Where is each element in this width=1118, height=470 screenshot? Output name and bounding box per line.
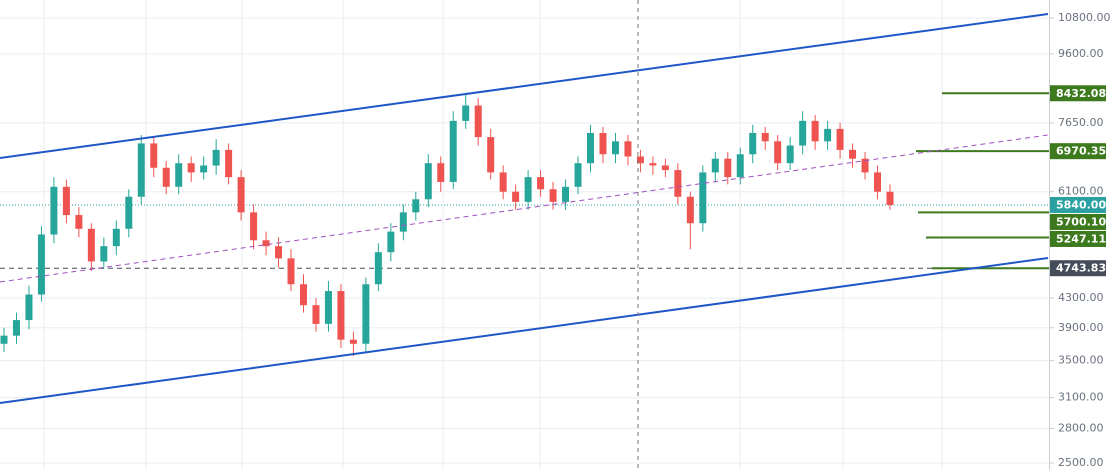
candle-body bbox=[262, 240, 270, 247]
candle-body bbox=[212, 149, 220, 166]
candle-body bbox=[799, 120, 807, 146]
candle-body bbox=[0, 335, 8, 344]
y-tick-label: 4300.00 bbox=[1058, 291, 1104, 304]
candle-body bbox=[162, 167, 170, 187]
candle-body bbox=[524, 177, 532, 202]
candle-body bbox=[225, 149, 233, 178]
candle-body bbox=[287, 258, 295, 285]
candle-body bbox=[62, 186, 70, 216]
candle-body bbox=[312, 305, 320, 324]
y-tick-label: 9600.00 bbox=[1058, 47, 1104, 60]
y-tick-label: 3500.00 bbox=[1058, 354, 1104, 367]
candle-body bbox=[412, 199, 420, 213]
candle-body bbox=[587, 132, 595, 164]
candle-body bbox=[250, 212, 258, 241]
candle-body bbox=[299, 284, 307, 306]
candle-body bbox=[611, 141, 619, 155]
candle-body bbox=[849, 149, 857, 159]
candle-body bbox=[624, 141, 632, 157]
y-tick-label: 3900.00 bbox=[1058, 321, 1104, 334]
candle-body bbox=[786, 145, 794, 164]
candle-body bbox=[686, 196, 694, 224]
level-label-box bbox=[1050, 85, 1106, 102]
y-tick-label: 10800.00 bbox=[1058, 11, 1111, 24]
candle-body bbox=[12, 320, 20, 336]
level-label: 5700.10 bbox=[1056, 215, 1106, 228]
candle-body bbox=[711, 158, 719, 173]
candle-body bbox=[574, 163, 582, 187]
y-tick-label: 6100.00 bbox=[1058, 185, 1104, 198]
y-tick-label: 7650.00 bbox=[1058, 116, 1104, 129]
candle-body bbox=[886, 191, 894, 205]
candle-body bbox=[474, 105, 482, 138]
candle-body bbox=[125, 196, 133, 229]
candle-body bbox=[749, 132, 757, 155]
candle-body bbox=[200, 165, 208, 173]
candle-body bbox=[387, 231, 395, 253]
level-label: 5840.00 bbox=[1056, 198, 1106, 211]
candle-body bbox=[362, 284, 370, 344]
level-label-box bbox=[1050, 196, 1106, 213]
candle-body bbox=[100, 246, 108, 262]
candle-body bbox=[861, 158, 869, 173]
candle-body bbox=[25, 294, 33, 321]
candle-body bbox=[349, 339, 357, 344]
candle-body bbox=[499, 172, 507, 192]
level-label: 8432.08 bbox=[1056, 87, 1106, 100]
y-tick-label: 2800.00 bbox=[1058, 422, 1104, 435]
candle-body bbox=[275, 246, 283, 259]
candle-body bbox=[699, 172, 707, 224]
candle-body bbox=[112, 228, 120, 247]
candle-body bbox=[487, 137, 495, 173]
candle-body bbox=[399, 212, 407, 232]
upper-channel-line bbox=[0, 13, 1049, 159]
level-label: 4743.83 bbox=[1056, 262, 1106, 275]
candle-body bbox=[424, 163, 432, 200]
candle-body bbox=[874, 172, 882, 192]
y-tick-label: 2500.00 bbox=[1058, 456, 1104, 469]
candle-body bbox=[437, 163, 445, 182]
candle-body bbox=[50, 186, 58, 235]
lower-channel-line bbox=[0, 257, 1049, 404]
candle-body bbox=[175, 163, 183, 187]
vertical-grid bbox=[43, 0, 943, 470]
candle-body bbox=[562, 186, 570, 202]
candle-body bbox=[462, 105, 470, 121]
candle-body bbox=[449, 120, 457, 182]
candle-body bbox=[537, 177, 545, 190]
candle-body bbox=[636, 156, 644, 164]
candle-body bbox=[549, 189, 557, 202]
level-label-box bbox=[1050, 230, 1106, 247]
candle-body bbox=[761, 132, 769, 142]
y-tick-label: 3100.00 bbox=[1058, 391, 1104, 404]
candle-body bbox=[649, 163, 657, 166]
candle-body bbox=[811, 120, 819, 142]
candle-body bbox=[150, 143, 158, 168]
candle-body bbox=[324, 291, 332, 324]
level-label: 5247.11 bbox=[1056, 232, 1106, 245]
candle-body bbox=[661, 165, 669, 171]
candle-body bbox=[237, 177, 245, 213]
level-label-box bbox=[1050, 260, 1106, 277]
candle-body bbox=[87, 228, 95, 262]
candle-body bbox=[37, 234, 45, 295]
candle-body bbox=[836, 128, 844, 150]
level-label: 6970.35 bbox=[1056, 145, 1106, 158]
candle-body bbox=[736, 154, 744, 178]
level-label-box bbox=[1050, 143, 1106, 160]
candle-body bbox=[512, 191, 520, 202]
candle-body bbox=[599, 132, 607, 155]
candle-body bbox=[337, 291, 345, 340]
candle-body bbox=[724, 158, 732, 178]
candle-body bbox=[824, 128, 832, 142]
candle-body bbox=[75, 215, 83, 229]
candle-body bbox=[137, 143, 145, 197]
candle-body bbox=[774, 141, 782, 164]
candle-body bbox=[187, 163, 195, 173]
level-label-box bbox=[1050, 213, 1106, 230]
candle-body bbox=[374, 252, 382, 285]
candle-body bbox=[674, 170, 682, 197]
